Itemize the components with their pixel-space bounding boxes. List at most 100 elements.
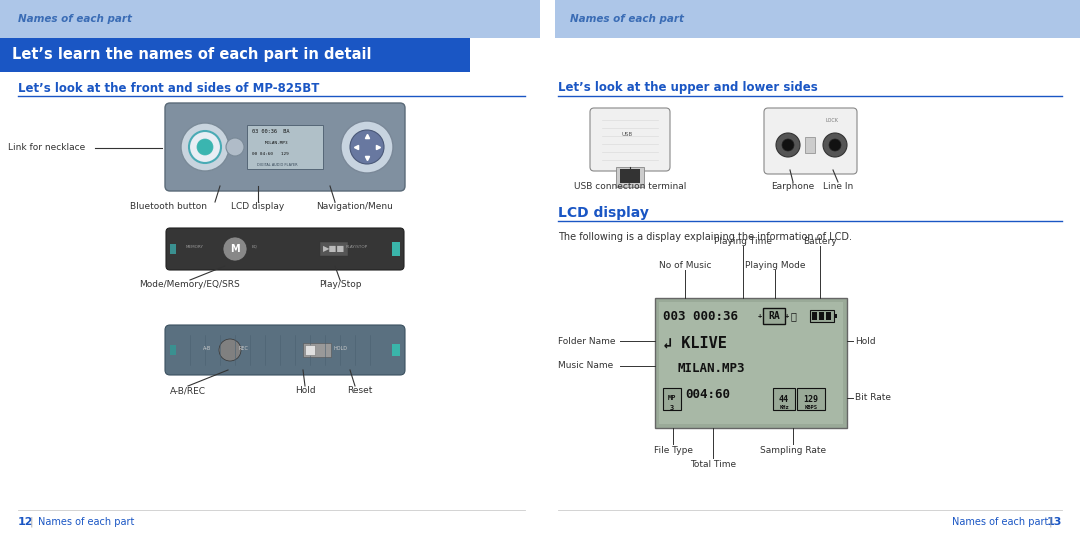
Bar xyxy=(762,308,785,324)
Text: PLAY/STOP: PLAY/STOP xyxy=(346,245,368,249)
Text: Reset: Reset xyxy=(348,386,373,395)
Text: Letʼs look at the front and sides of MP-825BT: Letʼs look at the front and sides of MP-… xyxy=(18,82,320,94)
Circle shape xyxy=(823,133,847,157)
Text: Mode/Memory/EQ/SRS: Mode/Memory/EQ/SRS xyxy=(139,280,241,289)
Text: 003 000:36: 003 000:36 xyxy=(663,310,738,323)
Text: M: M xyxy=(230,244,240,254)
Bar xyxy=(654,298,847,428)
Text: USB: USB xyxy=(622,132,633,137)
Text: |: | xyxy=(1049,517,1052,527)
Text: Folder Name: Folder Name xyxy=(558,336,616,346)
Text: Names of each part: Names of each part xyxy=(18,14,132,24)
Text: Names of each part: Names of each part xyxy=(570,14,684,24)
Text: Hold: Hold xyxy=(295,386,315,395)
Text: 12: 12 xyxy=(18,517,33,527)
Text: KBPS: KBPS xyxy=(805,405,818,410)
Bar xyxy=(0,38,470,72)
Text: MEMORY: MEMORY xyxy=(186,245,204,249)
FancyBboxPatch shape xyxy=(165,325,405,375)
Text: Letʼs look at the upper and lower sides: Letʼs look at the upper and lower sides xyxy=(558,82,818,94)
Text: Names of each part: Names of each part xyxy=(951,517,1048,527)
Text: MILAN.MP3: MILAN.MP3 xyxy=(677,362,744,375)
Bar xyxy=(170,244,176,254)
Text: 004:60: 004:60 xyxy=(685,388,730,401)
Bar xyxy=(303,343,330,357)
Text: 129: 129 xyxy=(804,395,819,404)
Text: +: + xyxy=(785,313,789,319)
Bar xyxy=(819,312,824,320)
FancyBboxPatch shape xyxy=(590,108,670,171)
Text: ▶■■: ▶■■ xyxy=(323,245,346,253)
Text: A-B: A-B xyxy=(203,346,211,350)
FancyBboxPatch shape xyxy=(165,103,405,191)
Text: Play/Stop: Play/Stop xyxy=(319,280,361,289)
Bar xyxy=(305,345,315,355)
Text: 13: 13 xyxy=(1047,517,1062,527)
Text: 03 00:36  BA: 03 00:36 BA xyxy=(252,129,289,134)
Text: KHz: KHz xyxy=(779,405,788,410)
Text: HOLD: HOLD xyxy=(333,346,347,350)
Bar xyxy=(620,169,640,183)
Bar xyxy=(805,137,815,153)
Text: A-B/REC: A-B/REC xyxy=(170,386,206,395)
FancyBboxPatch shape xyxy=(166,228,404,270)
Circle shape xyxy=(197,139,213,155)
Text: Line In: Line In xyxy=(823,182,853,191)
Circle shape xyxy=(777,133,800,157)
Text: File Type: File Type xyxy=(653,446,692,455)
Bar xyxy=(247,125,323,169)
Text: MP: MP xyxy=(667,395,676,401)
Bar xyxy=(616,167,644,187)
Bar xyxy=(0,0,540,38)
Text: +: + xyxy=(758,313,762,319)
Circle shape xyxy=(782,139,794,151)
Text: Music Name: Music Name xyxy=(558,361,613,370)
Text: Hold: Hold xyxy=(855,336,876,346)
Text: LCD display: LCD display xyxy=(558,206,649,220)
Text: MILAN.MP3: MILAN.MP3 xyxy=(265,141,288,145)
Text: LOCK: LOCK xyxy=(825,118,838,123)
Circle shape xyxy=(222,237,247,261)
Text: Battery: Battery xyxy=(804,237,837,246)
Circle shape xyxy=(226,138,244,156)
Bar xyxy=(797,388,825,410)
Text: The following is a display explaining the information of LCD.: The following is a display explaining th… xyxy=(558,232,852,242)
Text: Link for necklace: Link for necklace xyxy=(8,144,85,152)
Bar xyxy=(659,302,843,424)
Text: Bit Rate: Bit Rate xyxy=(855,394,891,402)
Circle shape xyxy=(219,339,241,361)
Text: No of Music: No of Music xyxy=(659,261,712,270)
Circle shape xyxy=(189,131,221,163)
Bar xyxy=(170,345,176,355)
Text: EQ: EQ xyxy=(252,245,258,249)
Text: DIGITAL AUDIO PLAYER: DIGITAL AUDIO PLAYER xyxy=(257,163,298,167)
Text: 00 04:60   129: 00 04:60 129 xyxy=(252,152,288,156)
Text: Bluetooth button: Bluetooth button xyxy=(130,202,206,211)
Text: Letʼs learn the names of each part in detail: Letʼs learn the names of each part in de… xyxy=(12,48,372,63)
Text: 3: 3 xyxy=(670,405,674,411)
Text: Total Time: Total Time xyxy=(690,460,737,469)
Text: 44: 44 xyxy=(779,395,789,404)
Text: |: | xyxy=(30,517,33,527)
Bar xyxy=(392,242,400,256)
Circle shape xyxy=(829,139,841,151)
FancyBboxPatch shape xyxy=(764,108,858,174)
Bar xyxy=(320,242,348,256)
Bar xyxy=(773,388,795,410)
Text: REC: REC xyxy=(238,346,248,350)
Bar xyxy=(834,314,837,318)
Text: RA: RA xyxy=(768,311,780,321)
Text: Earphone: Earphone xyxy=(771,182,814,191)
Circle shape xyxy=(181,123,229,171)
Text: Playing Time: Playing Time xyxy=(714,237,772,246)
Text: Navigation/Menu: Navigation/Menu xyxy=(316,202,393,211)
Text: Sampling Rate: Sampling Rate xyxy=(760,446,826,455)
Circle shape xyxy=(350,130,384,164)
Bar xyxy=(392,344,400,356)
Bar xyxy=(555,0,1080,38)
Circle shape xyxy=(341,121,393,173)
Bar xyxy=(826,312,831,320)
Text: 🔒: 🔒 xyxy=(791,311,797,321)
Bar xyxy=(812,312,816,320)
Text: LCD display: LCD display xyxy=(231,202,285,211)
